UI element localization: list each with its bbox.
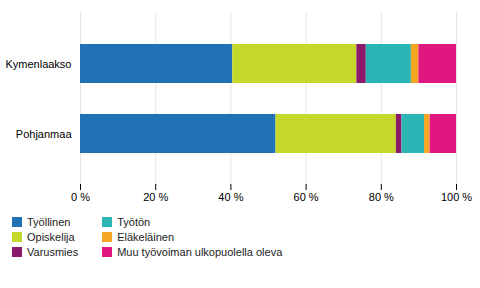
html-text:Työllinen: Työllinen <box>27 216 71 228</box>
svg-text:60 %: 60 % <box>294 191 319 203</box>
html-text:Opiskelija: Opiskelija <box>27 231 75 243</box>
svg-text:0 %: 0 % <box>71 191 90 203</box>
html-text:Eläkeläinen: Eläkeläinen <box>117 231 174 243</box>
svg-text:Kymenlaakso: Kymenlaakso <box>5 58 71 70</box>
html-text:Muu työvoiman ulkopuolella ole: Muu työvoiman ulkopuolella oleva <box>117 246 283 258</box>
svg-text:100 %: 100 % <box>441 191 472 203</box>
svg-text:Pohjanmaa: Pohjanmaa <box>16 128 73 140</box>
svg-text:80 %: 80 % <box>369 191 394 203</box>
svg-text:40 %: 40 % <box>218 191 243 203</box>
html-text:Varusmies: Varusmies <box>27 246 79 258</box>
svg-text:20 %: 20 % <box>143 191 168 203</box>
html-text:Työtön: Työtön <box>117 216 151 228</box>
